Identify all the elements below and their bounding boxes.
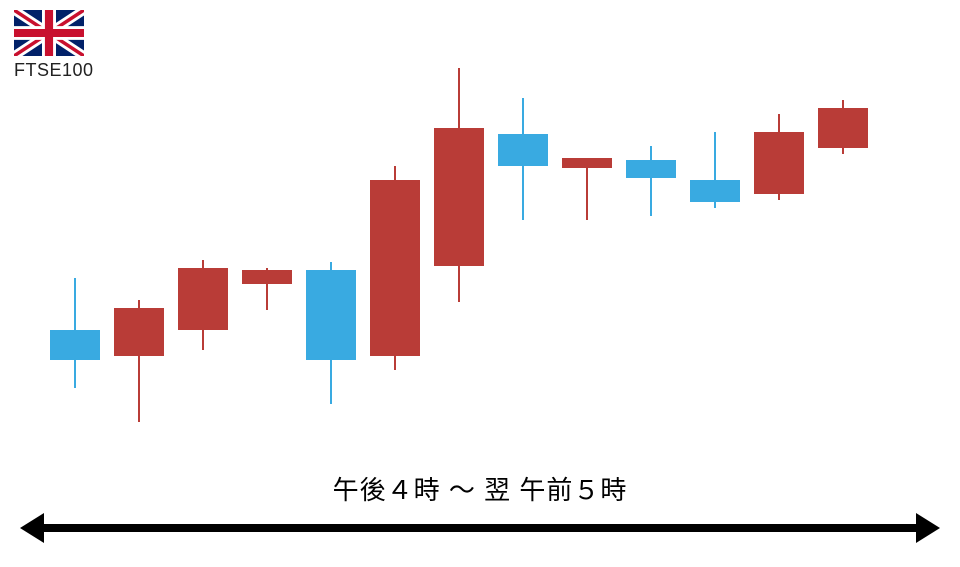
time-axis-arrow bbox=[20, 513, 940, 543]
candle-body bbox=[818, 108, 868, 148]
candlestick-chart bbox=[30, 50, 930, 430]
candle-wick bbox=[650, 146, 652, 216]
candle bbox=[114, 50, 164, 430]
candle-body bbox=[370, 180, 420, 356]
candle-body bbox=[434, 128, 484, 266]
candle bbox=[498, 50, 548, 430]
candle bbox=[306, 50, 356, 430]
candle-body bbox=[114, 308, 164, 356]
candle-body bbox=[690, 180, 740, 202]
candle bbox=[754, 50, 804, 430]
candle-body bbox=[562, 158, 612, 168]
candle bbox=[562, 50, 612, 430]
candle-body bbox=[498, 134, 548, 166]
candle bbox=[370, 50, 420, 430]
candle-body bbox=[242, 270, 292, 284]
candle-body bbox=[306, 270, 356, 360]
candle bbox=[690, 50, 740, 430]
candle-body bbox=[50, 330, 100, 360]
candle bbox=[818, 50, 868, 430]
candle-body bbox=[178, 268, 228, 330]
time-axis: 午後４時 ～ 翌 午前５時 bbox=[20, 470, 940, 543]
candle bbox=[434, 50, 484, 430]
time-axis-label: 午後４時 ～ 翌 午前５時 bbox=[20, 470, 940, 507]
candle bbox=[242, 50, 292, 430]
candle bbox=[50, 50, 100, 430]
candle-body bbox=[626, 160, 676, 178]
candle bbox=[626, 50, 676, 430]
candle-body bbox=[754, 132, 804, 194]
candle bbox=[178, 50, 228, 430]
